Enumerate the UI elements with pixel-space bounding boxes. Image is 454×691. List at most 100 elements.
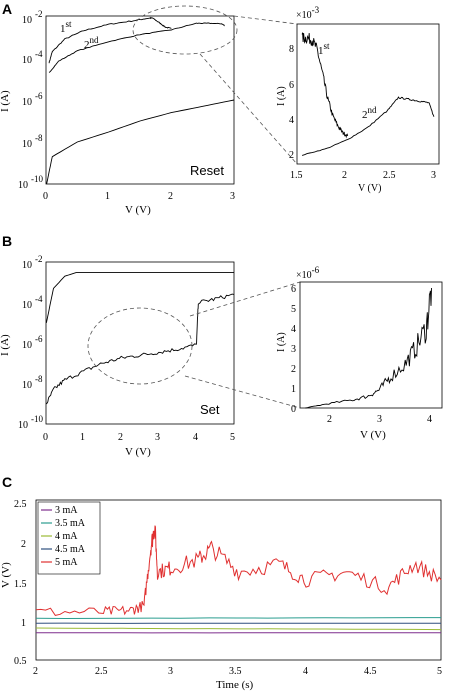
panel-a-xtick: 1: [105, 191, 110, 202]
panel-b-inset-series: [305, 287, 432, 409]
panel-b-ytick: 10: [22, 380, 32, 391]
series-line-3_5-mA: [35, 617, 441, 620]
panel-b-inset-ylabel: I (A): [276, 332, 287, 352]
panel-a-series: [46, 16, 235, 185]
panel-b-xticks: 0 1 2 3 4 5: [43, 432, 235, 443]
panel-b-inset-ytick: 4: [291, 324, 296, 335]
panel-c-ytick: 1.5: [14, 579, 27, 590]
panel-a-main: 10 -2 10 -4 10 -6 10 -8 10 -10 0 1 2 3 V…: [0, 5, 238, 216]
panel-c-xtick: 3.5: [229, 666, 242, 677]
panel-b-xtick: 1: [80, 432, 85, 443]
panel-a-inset-cycle1-label: 1st: [318, 41, 330, 57]
panel-c-ytick: 0.5: [14, 656, 27, 667]
legend-label: 4.5 mA: [55, 544, 86, 555]
panel-b-ytick-exp: -2: [35, 254, 43, 264]
panel-b-ytick-exp: -6: [35, 334, 43, 344]
panel-a-ytick: 10: [22, 55, 32, 66]
panel-c-xtick: 4: [303, 666, 308, 677]
panel-a-inset-xlabel: V (V): [358, 183, 381, 194]
panel-b-inset-xtick: 3: [377, 414, 382, 425]
panel-a-ytick-exp: -6: [35, 91, 43, 101]
panel-b-xlabel: V (V): [125, 446, 151, 458]
panel-a-xtick: 2: [168, 191, 173, 202]
panel-a-inset-ytick: 2: [289, 150, 294, 161]
panel-b-zoom-line: [184, 375, 301, 409]
panel-b-zoom-line: [189, 281, 301, 317]
panel-a-inset-xtick: 2.5: [383, 170, 396, 181]
panel-b-inset-ytick: 5: [291, 304, 296, 315]
series-line-2nd: [48, 22, 225, 73]
panel-a-zoom-ellipse: [132, 5, 238, 55]
panel-b-main: 10 -2 10 -4 10 -6 10 -8 10 -10 0 1 2 3 4…: [0, 254, 235, 458]
series-line-5-mA: [35, 525, 442, 616]
panel-b-ytick: 10: [22, 340, 32, 351]
panel-a-inset-ytick: 8: [289, 44, 294, 55]
panel-b-xtick: 3: [155, 432, 160, 443]
panel-c-xtick: 3: [168, 666, 173, 677]
panel-c-xtick: 5: [437, 666, 442, 677]
panel-b-inset-ytick: 1: [291, 384, 296, 395]
panel-c-ylabel: V (V): [0, 562, 12, 588]
panel-b-xtick: 4: [193, 432, 198, 443]
panel-a-inset-xtick: 3: [431, 170, 436, 181]
panel-a-yticks: 10 -2 10 -4 10 -6 10 -8 10 -10: [18, 9, 43, 191]
panel-b-inset-ytick: 0: [291, 404, 296, 415]
series-line-1st: [48, 16, 172, 64]
panel-b-ytick: 10: [22, 260, 32, 271]
panel-a-note: Reset: [190, 163, 224, 178]
panel-b-frame: [45, 261, 235, 425]
panel-a-inset-frame: [296, 23, 440, 165]
panel-b-letter: B: [2, 233, 12, 249]
panel-b-xtick: 0: [43, 432, 48, 443]
panel-a-zoom-line: [199, 53, 298, 165]
panel-c-xtick: 2: [33, 666, 38, 677]
panel-b-inset-xtick: 4: [427, 414, 432, 425]
panel-a-inset-ytick: 6: [289, 80, 294, 91]
panel-c-series: [35, 525, 442, 634]
series-line-4-mA: [35, 627, 442, 631]
panel-c-ytick: 2: [21, 539, 26, 550]
panel-b-xtick: 2: [118, 432, 123, 443]
series-line-on: [45, 272, 234, 323]
panel-b-inset-ytick: 6: [291, 284, 296, 295]
panel-b-inset-ytick: 2: [291, 364, 296, 375]
panel-a-frame: [45, 15, 235, 185]
panel-b-ytick: 10: [18, 420, 28, 431]
panel-a-ytick-exp: -4: [35, 49, 43, 59]
panel-b-inset: ×10-6 0 1 2 3 4 5 6 2 3 4 V (V) I (A): [276, 265, 443, 441]
series-line-1st: [301, 32, 349, 139]
panel-a-zoom-line: [233, 15, 298, 25]
panel-b-inset-xlabel: V (V): [360, 429, 386, 441]
panel-c-xtick: 2.5: [95, 666, 108, 677]
panel-b-inset-ytick: 3: [291, 344, 296, 355]
panel-a-xtick: 0: [43, 191, 48, 202]
panel-a-inset: ×10-3 8 6 4 2 1.5 2 2.5 3 V (V) I (A) 1s…: [276, 5, 440, 194]
panel-a-inset-ytick: 4: [289, 115, 294, 126]
panel-c-xlabel: Time (s): [216, 679, 254, 691]
legend-label: 3.5 mA: [55, 518, 86, 529]
panel-b-xtick: 5: [230, 432, 235, 443]
panel-a-inset-xtick: 2: [342, 170, 347, 181]
panel-b-series: [45, 272, 235, 405]
series-line-off: [46, 99, 235, 185]
series-line-set: [305, 287, 432, 409]
panel-b-ytick-exp: -10: [31, 414, 43, 424]
panel-a-inset-xtick: 1.5: [290, 170, 303, 181]
panel-c-legend: 3 mA 3.5 mA 4 mA 4.5 mA 5 mA: [37, 501, 101, 575]
panel-b-yticks: 10 -2 10 -4 10 -6 10 -8 10 -10: [18, 254, 43, 431]
panel-c-xticks: 2 2.5 3 3.5 4 4.5 5: [33, 666, 442, 677]
panel-c-yticks: 2.5 2 1.5 1 0.5: [14, 499, 27, 667]
panel-c-main: 2.5 2 1.5 1 0.5 2 2.5 3 3.5 4 4.5 5 Time…: [0, 499, 442, 691]
panel-b-inset-scale: ×10-6: [296, 265, 320, 281]
panel-a-inset-series: [301, 32, 435, 156]
panel-a-inset-ylabel: I (A): [276, 86, 287, 106]
panel-b-inset-yticks: 0 1 2 3 4 5 6: [291, 284, 296, 415]
panel-a-xlabel: V (V): [125, 204, 151, 216]
series-line-2nd: [301, 96, 435, 156]
legend-label: 3 mA: [55, 505, 78, 516]
panel-c-ytick: 2.5: [14, 499, 27, 510]
panel-a-ytick: 10: [22, 15, 32, 26]
panel-a-ytick: 10: [22, 139, 32, 150]
panel-c-letter: C: [2, 474, 12, 490]
